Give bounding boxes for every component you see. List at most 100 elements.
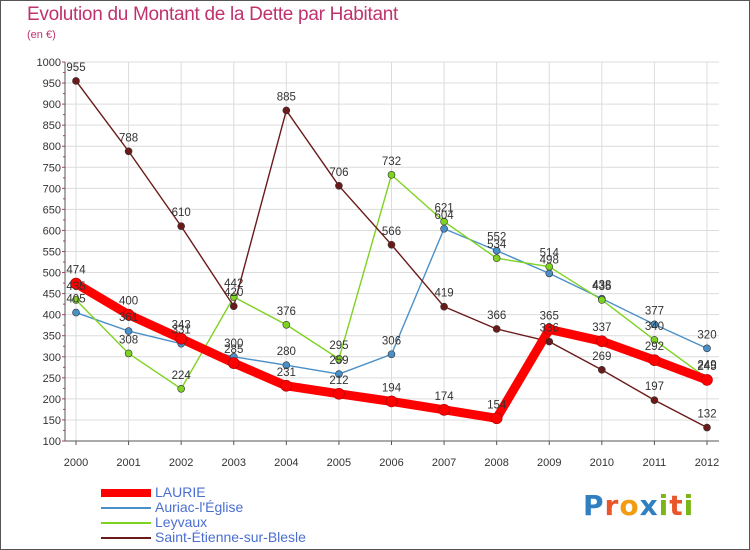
data-label: 604	[434, 210, 454, 222]
data-label: 376	[277, 306, 296, 318]
data-label: 955	[66, 62, 85, 74]
legend-label: LAURIE	[155, 484, 206, 500]
logo-letter: t	[669, 489, 684, 522]
grid-lines	[65, 61, 719, 441]
data-point	[387, 171, 396, 179]
data-point	[229, 302, 238, 311]
legend-label: Auriac-l'Église	[155, 499, 244, 515]
data-label: 224	[172, 370, 192, 382]
x-tick-label: 2009	[537, 457, 561, 469]
legend-swatch	[101, 489, 151, 497]
data-point	[387, 240, 396, 249]
data-point	[703, 344, 711, 353]
y-tick-label: 200	[43, 394, 61, 406]
legend-swatch	[101, 507, 151, 509]
x-tick-label: 2004	[274, 457, 298, 469]
data-label: 231	[277, 367, 296, 379]
data-point	[440, 224, 448, 233]
data-label: 400	[119, 296, 138, 308]
data-label: 498	[540, 254, 559, 266]
data-point	[282, 320, 291, 329]
x-tick-label: 2006	[379, 457, 403, 469]
data-point	[70, 277, 82, 290]
y-tick-label: 1000	[37, 57, 61, 69]
data-point	[335, 355, 343, 363]
data-label: 249	[697, 359, 716, 371]
data-label: 308	[119, 334, 138, 346]
proxiti-logo: Proxiti	[583, 489, 694, 522]
data-point	[492, 246, 501, 255]
data-label: 331	[172, 325, 191, 337]
data-point	[72, 296, 80, 304]
data-point	[124, 147, 133, 156]
data-label: 292	[645, 341, 664, 353]
data-label: 336	[540, 323, 559, 335]
y-tick-label: 700	[43, 183, 61, 195]
axes: 100 150 200 250 300 350 400 450 500 550 600 650 700 7…	[37, 57, 720, 469]
data-label: 197	[645, 381, 664, 393]
data-label: 295	[329, 340, 348, 352]
y-tick-label: 900	[43, 99, 61, 111]
data-label: 361	[119, 312, 138, 324]
data-label: 377	[645, 305, 664, 317]
data-point	[650, 396, 659, 404]
data-label: 337	[592, 322, 611, 334]
legend-swatch	[101, 522, 151, 524]
data-label: 566	[382, 226, 401, 238]
data-point	[229, 293, 238, 301]
y-tick-label: 450	[43, 289, 61, 301]
x-tick-label: 2011	[643, 457, 667, 469]
data-point	[701, 374, 713, 386]
logo-letter: P	[583, 489, 605, 522]
data-label: 269	[592, 351, 611, 363]
data-label: 420	[224, 287, 243, 299]
data-point	[175, 332, 187, 345]
x-tick-label: 2005	[327, 457, 351, 469]
data-label: 285	[224, 344, 243, 356]
data-point	[72, 308, 80, 317]
y-tick-label: 800	[43, 141, 61, 153]
data-label: 343	[172, 320, 191, 332]
data-points	[70, 77, 713, 432]
data-point	[650, 336, 659, 344]
data-point	[122, 308, 135, 321]
x-tick-label: 2012	[695, 457, 719, 469]
y-tick-label: 850	[43, 120, 61, 132]
data-point	[124, 327, 133, 335]
y-tick-label: 950	[43, 78, 61, 90]
data-label: 438	[592, 280, 611, 292]
data-label: 552	[487, 232, 506, 244]
x-tick-label: 2001	[116, 457, 140, 469]
legend-label: Saint-Étienne-sur-Blesle	[155, 529, 306, 545]
data-point	[124, 349, 133, 358]
logo-letter: r	[604, 489, 620, 522]
y-tick-label: 550	[43, 247, 61, 259]
data-point	[703, 423, 711, 432]
y-tick-label: 600	[43, 225, 61, 237]
data-label: 885	[277, 91, 296, 103]
logo-letter: i	[683, 489, 695, 522]
data-label: 435	[66, 281, 85, 293]
data-label: 788	[119, 132, 138, 144]
data-point	[490, 412, 503, 425]
data-point	[177, 384, 185, 393]
chart-unit: (en €)	[27, 29, 56, 41]
data-point	[335, 182, 343, 190]
x-tick-label: 2000	[64, 457, 88, 469]
data-point	[598, 366, 606, 374]
y-tick-label: 750	[43, 162, 61, 174]
y-tick-label: 500	[43, 268, 61, 280]
data-label: 259	[329, 355, 348, 367]
data-label: 154	[487, 399, 507, 411]
data-label: 320	[697, 329, 716, 341]
data-label: 306	[382, 335, 401, 347]
data-label: 280	[277, 346, 296, 358]
y-tick-label: 350	[43, 331, 61, 343]
x-tick-label: 2007	[432, 457, 456, 469]
y-tick-label: 300	[43, 352, 61, 364]
data-point	[282, 106, 291, 115]
data-label: 212	[329, 375, 348, 387]
x-tick-label: 2008	[484, 457, 508, 469]
